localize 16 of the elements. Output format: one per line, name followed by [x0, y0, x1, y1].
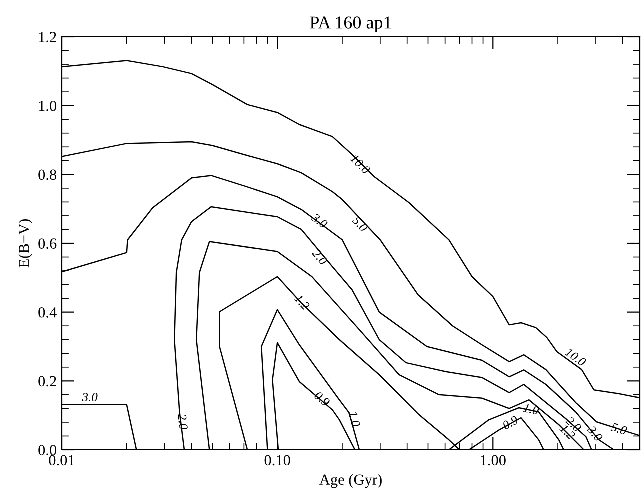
- x-tick-label: 0.01: [49, 455, 74, 466]
- y-tick-label: 0.8: [38, 170, 57, 180]
- y-tick-label: 0.0: [38, 445, 57, 456]
- y-tick-label: 0.6: [38, 238, 57, 250]
- y-tick-label: 0.4: [38, 307, 57, 318]
- annotation: 3.0: [82, 393, 98, 402]
- y-axis-title: E(B−V): [18, 219, 32, 268]
- annotation: 1.2: [294, 294, 310, 311]
- y-tick-label: 1.2: [39, 32, 56, 43]
- x-axis-title: Age (Gyr): [320, 474, 382, 488]
- annotation: 10.0: [564, 348, 587, 367]
- y-tick-label: 0.2: [38, 376, 56, 387]
- x-tick-label: 0.10: [264, 455, 290, 466]
- chart-title: PA 160 ap1: [310, 16, 392, 33]
- y-tick-label: 1.0: [39, 100, 57, 112]
- x-tick-label: 1.00: [481, 455, 506, 466]
